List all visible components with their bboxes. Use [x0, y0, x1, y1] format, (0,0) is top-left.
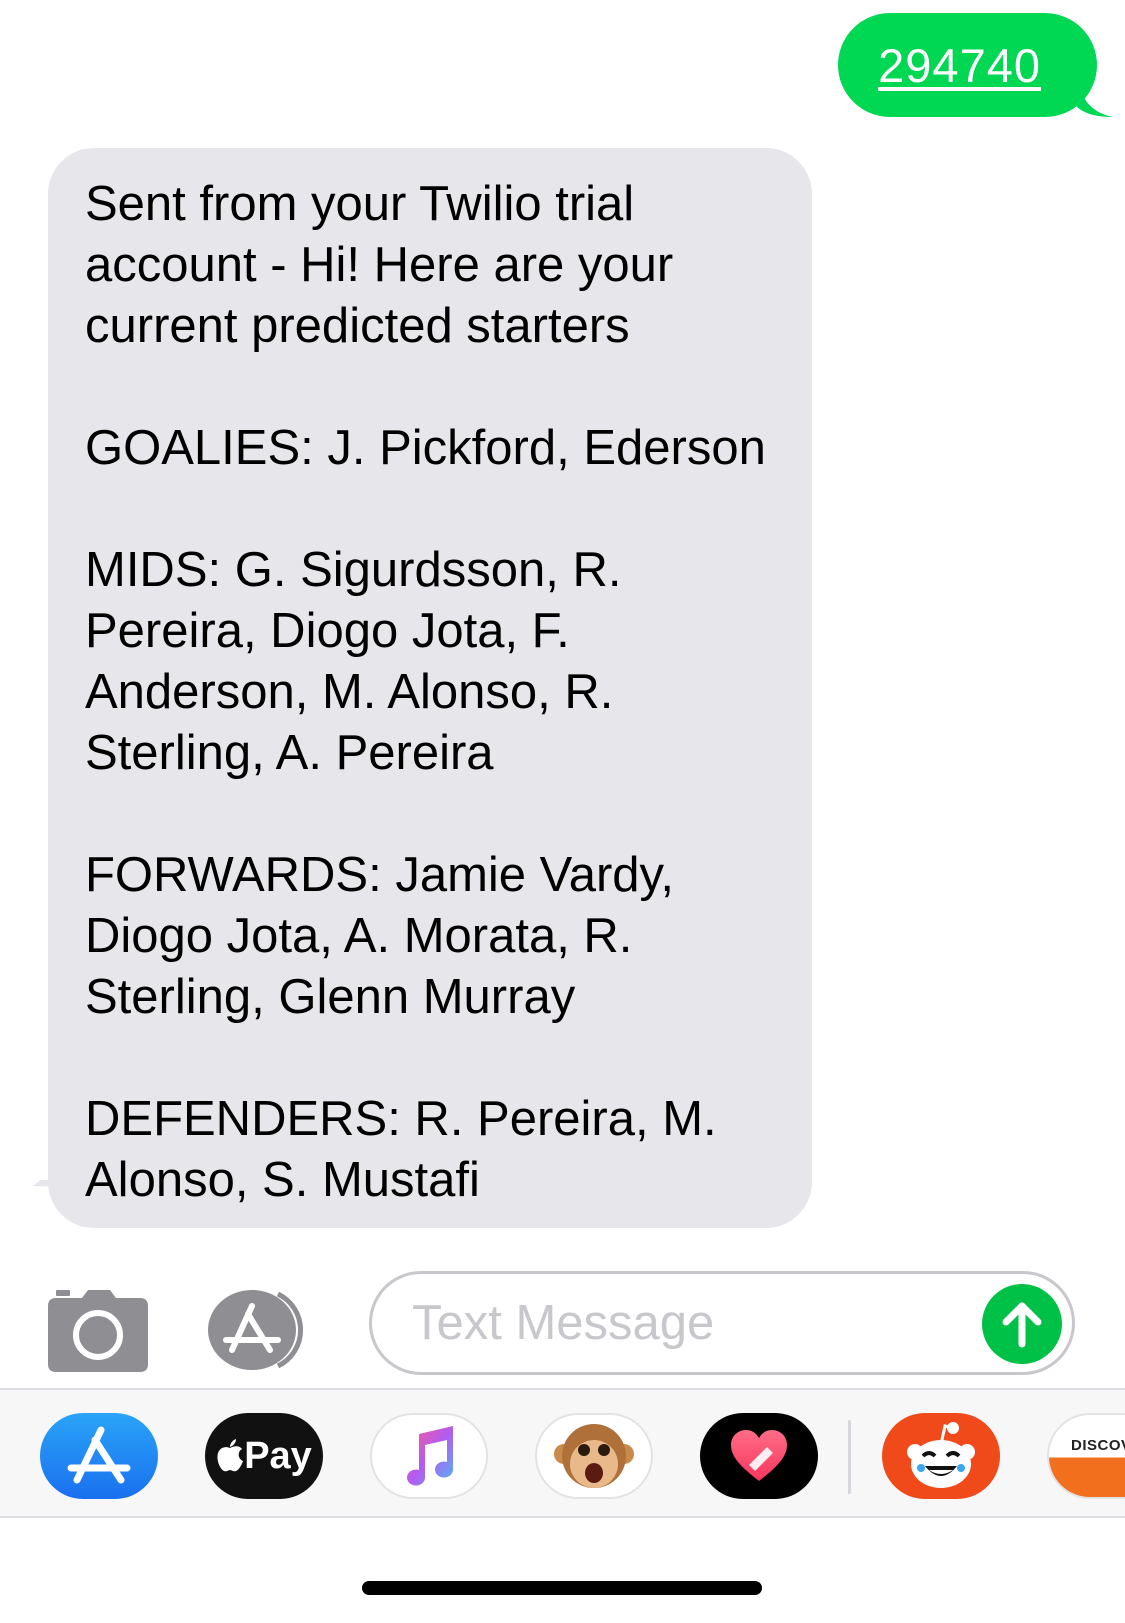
message-line: account - Hi! Here are your	[85, 238, 674, 292]
app-store-app[interactable]	[40, 1413, 158, 1499]
received-message: Sent from your Twilio trial account - Hi!…	[48, 148, 812, 1228]
message-line: Sterling, A. Pereira	[85, 726, 494, 780]
message-input-placeholder: Text Message	[412, 1296, 715, 1350]
sent-bubble: 294740	[838, 13, 1097, 117]
sent-bubble-tail	[1077, 77, 1113, 117]
app-store-icon	[208, 1290, 303, 1370]
app-drawer: Pay	[0, 1388, 1125, 1518]
digital-touch-app[interactable]	[700, 1413, 818, 1499]
home-indicator[interactable]	[362, 1581, 762, 1595]
message-line: GOALIES: J. Pickford, Ederson	[85, 421, 766, 475]
music-icon	[407, 1426, 453, 1486]
apps-button[interactable]	[208, 1288, 320, 1372]
drawer-separator	[848, 1420, 851, 1494]
music-app[interactable]	[370, 1413, 488, 1499]
camera-icon	[48, 1290, 148, 1372]
apple-pay-label: Pay	[244, 1434, 312, 1477]
message-blank-line	[85, 479, 782, 540]
monkey-icon	[554, 1424, 634, 1488]
message-blank-line	[85, 1028, 782, 1089]
message-line: Pereira, Diogo Jota, F.	[85, 604, 570, 658]
message-line: Sent from your Twilio trial	[85, 177, 635, 231]
animoji-app[interactable]	[535, 1413, 653, 1499]
message-line: Anderson, M. Alonso, R.	[85, 665, 614, 719]
sent-message-link[interactable]: 294740	[878, 38, 1041, 92]
message-line: FORWARDS: Jamie Vardy,	[85, 848, 675, 902]
message-input[interactable]: Text Message	[369, 1271, 1075, 1375]
message-blank-line	[85, 784, 782, 845]
message-line: MIDS: G. Sigurdsson, R.	[85, 543, 622, 597]
message-line: Alonso, S. Mustafi	[85, 1153, 480, 1207]
arrow-up-icon	[1002, 1302, 1042, 1348]
message-line: DEFENDERS: R. Pereira, M.	[85, 1092, 717, 1146]
message-blank-line	[85, 357, 782, 418]
reddit-app[interactable]	[882, 1413, 1000, 1499]
apple-logo-icon	[217, 1439, 244, 1472]
message-line: Sterling, Glenn Murray	[85, 970, 576, 1024]
received-bubble-tail	[32, 1180, 82, 1188]
discover-label: DISCOV	[1071, 1437, 1125, 1454]
message-line: Diogo Jota, A. Morata, R.	[85, 909, 633, 963]
camera-button[interactable]	[48, 1290, 148, 1372]
heart-icon	[731, 1430, 787, 1481]
app-store-icon	[67, 1426, 131, 1484]
send-button[interactable]	[982, 1284, 1062, 1364]
message-line: current predicted starters	[85, 299, 630, 353]
discover-app[interactable]: DISCOV	[1047, 1413, 1125, 1499]
sent-message: 294740	[838, 13, 1113, 117]
reddit-icon	[907, 1422, 975, 1488]
apple-pay-app[interactable]: Pay	[205, 1413, 323, 1499]
input-bar: Text Message	[0, 1268, 1125, 1388]
